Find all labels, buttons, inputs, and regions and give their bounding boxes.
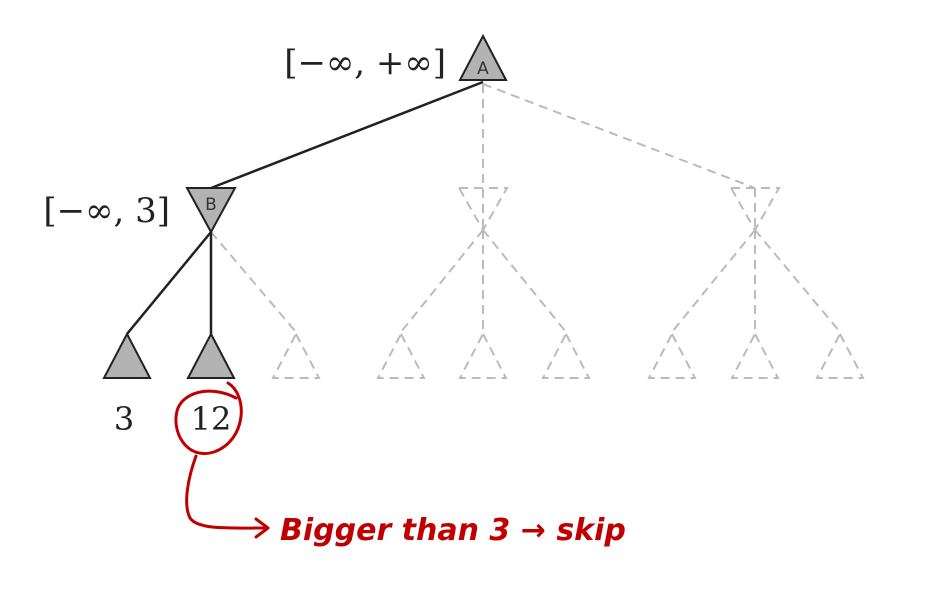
pruned-leaf	[730, 331, 780, 379]
pruned-leaf	[647, 331, 697, 379]
pruned-leaves	[271, 331, 865, 379]
explored-edges	[126, 80, 484, 335]
pruned-min-node	[729, 187, 781, 233]
leaf-node-1	[102, 331, 152, 379]
node-a-bounds: [−∞, +∞]	[284, 43, 446, 83]
pruned-edges	[210, 83, 841, 333]
pruned-leaf	[815, 331, 865, 379]
max-node-a	[458, 33, 508, 81]
node-a-label: A	[477, 59, 489, 79]
annotation-markup	[174, 381, 270, 539]
min-node-b	[185, 187, 237, 235]
pruned-leaf	[376, 331, 426, 379]
pruned-leaf	[271, 331, 321, 379]
circle-mark	[174, 381, 243, 456]
pruned-leaf	[458, 331, 508, 379]
leaf-node-2	[186, 331, 236, 379]
leaf-value-2: 12	[191, 400, 232, 438]
node-b-bounds: [−∞, 3]	[43, 191, 170, 231]
pruned-min-nodes	[457, 187, 781, 233]
annotation-text: Bigger than 3 → skip	[280, 513, 626, 548]
leaf-value-1: 3	[114, 400, 134, 438]
arrow-curve	[185, 454, 266, 530]
node-b-label: B	[205, 195, 217, 215]
pruned-leaf	[541, 331, 591, 379]
arrow-head	[254, 517, 270, 539]
pruned-min-node	[457, 187, 509, 233]
